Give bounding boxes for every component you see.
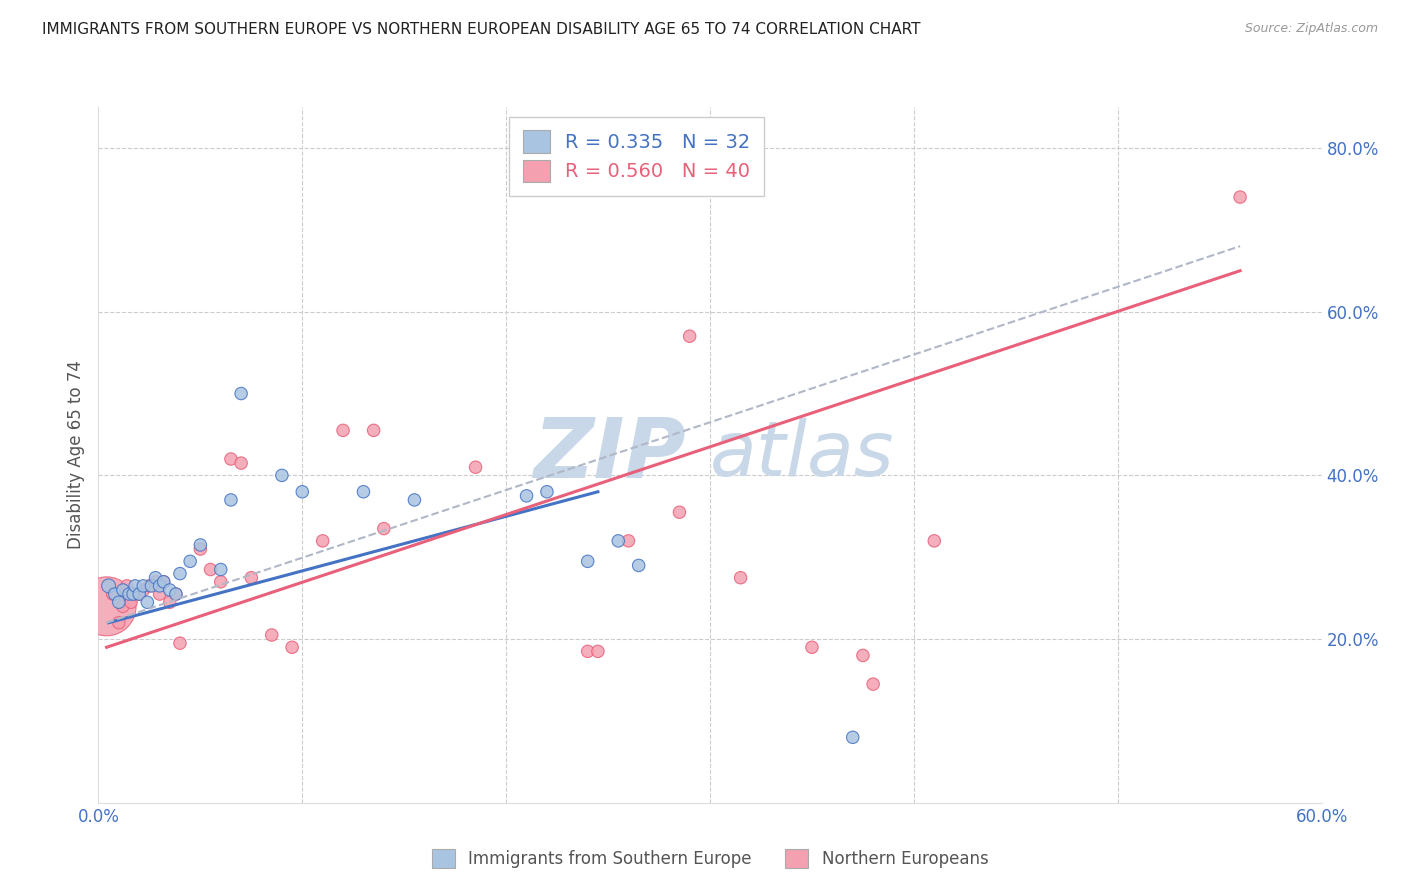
- Point: [149, 587, 172, 601]
- Point: [668, 505, 690, 519]
- Point: [852, 648, 875, 663]
- Text: ZIP: ZIP: [533, 415, 686, 495]
- Point: [730, 571, 752, 585]
- Point: [209, 574, 232, 589]
- Point: [104, 587, 127, 601]
- Y-axis label: Disability Age 65 to 74: Disability Age 65 to 74: [66, 360, 84, 549]
- Point: [124, 579, 146, 593]
- Point: [96, 599, 118, 614]
- Point: [922, 533, 945, 548]
- Legend: Immigrants from Southern Europe, Northern Europeans: Immigrants from Southern Europe, Norther…: [425, 842, 995, 874]
- Point: [1229, 190, 1251, 204]
- Point: [862, 677, 884, 691]
- Point: [464, 460, 486, 475]
- Point: [536, 484, 558, 499]
- Point: [607, 533, 630, 548]
- Point: [312, 533, 335, 548]
- Point: [576, 644, 599, 658]
- Point: [128, 587, 150, 601]
- Point: [352, 484, 374, 499]
- Point: [231, 386, 253, 401]
- Point: [132, 579, 155, 593]
- Point: [101, 587, 124, 601]
- Point: [209, 562, 232, 576]
- Point: [159, 582, 181, 597]
- Point: [120, 595, 142, 609]
- Point: [679, 329, 702, 343]
- Point: [149, 579, 172, 593]
- Point: [111, 582, 134, 597]
- Point: [165, 587, 187, 601]
- Point: [281, 640, 304, 655]
- Point: [188, 542, 212, 557]
- Point: [627, 558, 650, 573]
- Point: [586, 644, 609, 658]
- Point: [332, 423, 354, 437]
- Point: [841, 731, 863, 745]
- Point: [111, 599, 134, 614]
- Point: [576, 554, 599, 568]
- Point: [138, 579, 160, 593]
- Point: [169, 636, 191, 650]
- Point: [132, 582, 155, 597]
- Point: [231, 456, 253, 470]
- Point: [152, 574, 174, 589]
- Point: [270, 468, 294, 483]
- Point: [97, 579, 120, 593]
- Point: [200, 562, 222, 576]
- Text: Source: ZipAtlas.com: Source: ZipAtlas.com: [1244, 22, 1378, 36]
- Point: [145, 571, 167, 585]
- Point: [260, 628, 283, 642]
- Point: [179, 554, 201, 568]
- Point: [141, 579, 163, 593]
- Point: [240, 571, 263, 585]
- Point: [145, 574, 167, 589]
- Point: [801, 640, 824, 655]
- Point: [617, 533, 640, 548]
- Point: [373, 522, 395, 536]
- Point: [188, 538, 212, 552]
- Point: [404, 492, 426, 507]
- Point: [219, 492, 242, 507]
- Point: [108, 595, 131, 609]
- Point: [118, 587, 141, 601]
- Point: [169, 566, 191, 581]
- Point: [122, 587, 145, 601]
- Text: IMMIGRANTS FROM SOUTHERN EUROPE VS NORTHERN EUROPEAN DISABILITY AGE 65 TO 74 COR: IMMIGRANTS FROM SOUTHERN EUROPE VS NORTH…: [42, 22, 921, 37]
- Point: [165, 587, 187, 601]
- Point: [219, 452, 242, 467]
- Point: [136, 595, 159, 609]
- Point: [124, 587, 146, 601]
- Point: [128, 587, 150, 601]
- Point: [363, 423, 385, 437]
- Point: [291, 484, 314, 499]
- Text: atlas: atlas: [710, 418, 894, 491]
- Point: [516, 489, 538, 503]
- Point: [108, 615, 131, 630]
- Point: [159, 595, 181, 609]
- Point: [115, 579, 138, 593]
- Point: [152, 574, 174, 589]
